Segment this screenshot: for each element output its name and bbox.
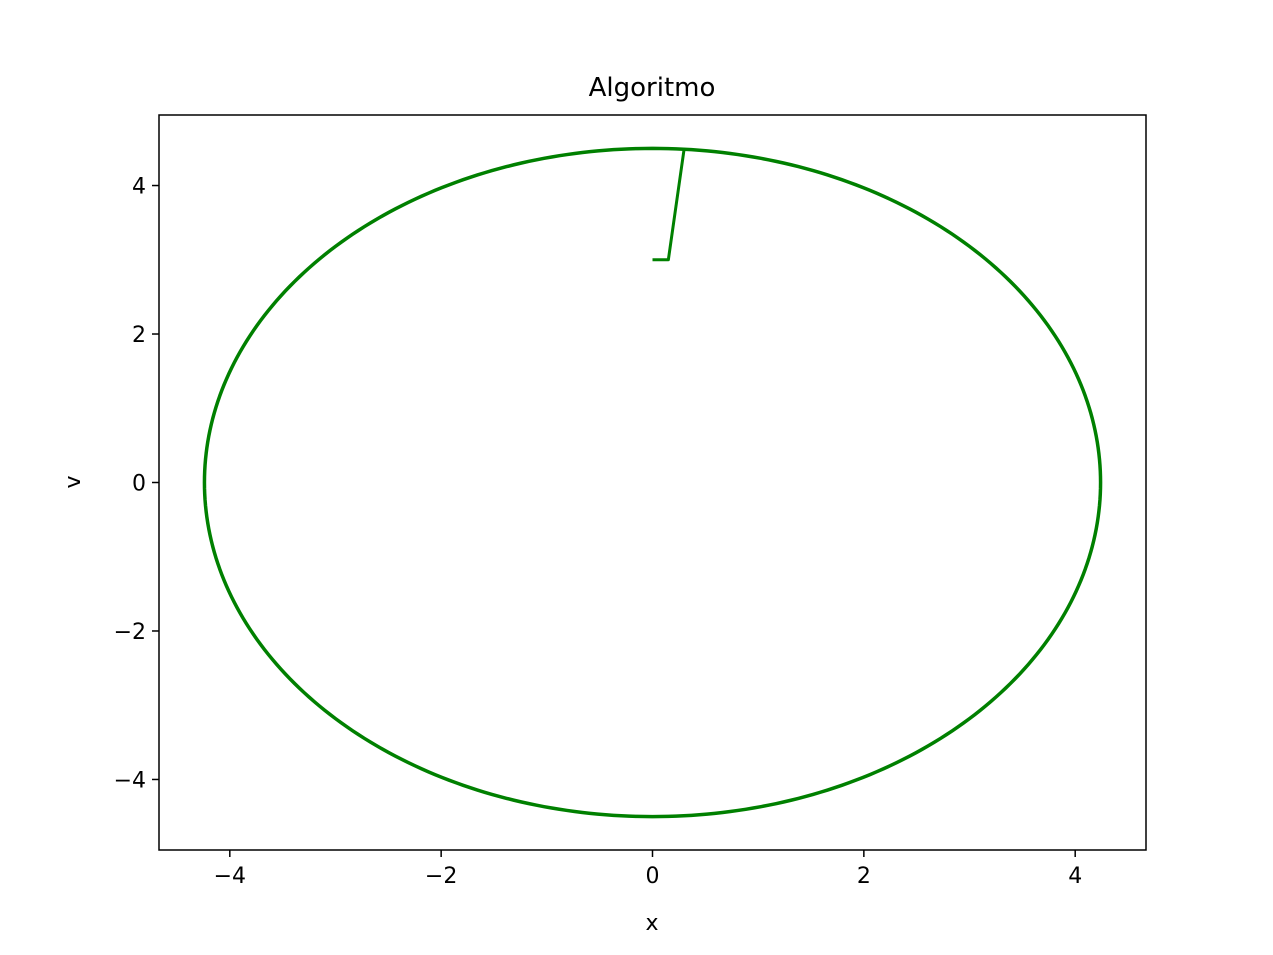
y-tick-label: 0 [132,472,146,497]
series-line-orbit [202,146,1103,819]
y-axis-ticks: −4 −2 0 2 4 [114,175,159,793]
y-tick-label: 2 [132,323,146,348]
x-tick-label: 4 [1068,864,1082,889]
x-tick-label: 2 [857,864,871,889]
y-tick-label: −4 [114,768,146,793]
chart-title: Algoritmo [589,73,716,103]
x-tick-label: −4 [214,864,246,889]
x-tick-label: 0 [646,864,660,889]
x-axis-label: x [645,911,658,936]
y-axis-label: v [61,475,86,488]
y-tick-label: −2 [114,620,146,645]
y-tick-label: 4 [132,175,146,200]
series-line-transient [652,148,686,262]
x-axis-ticks: −4 −2 0 2 4 [214,850,1082,889]
x-tick-label: −2 [425,864,457,889]
